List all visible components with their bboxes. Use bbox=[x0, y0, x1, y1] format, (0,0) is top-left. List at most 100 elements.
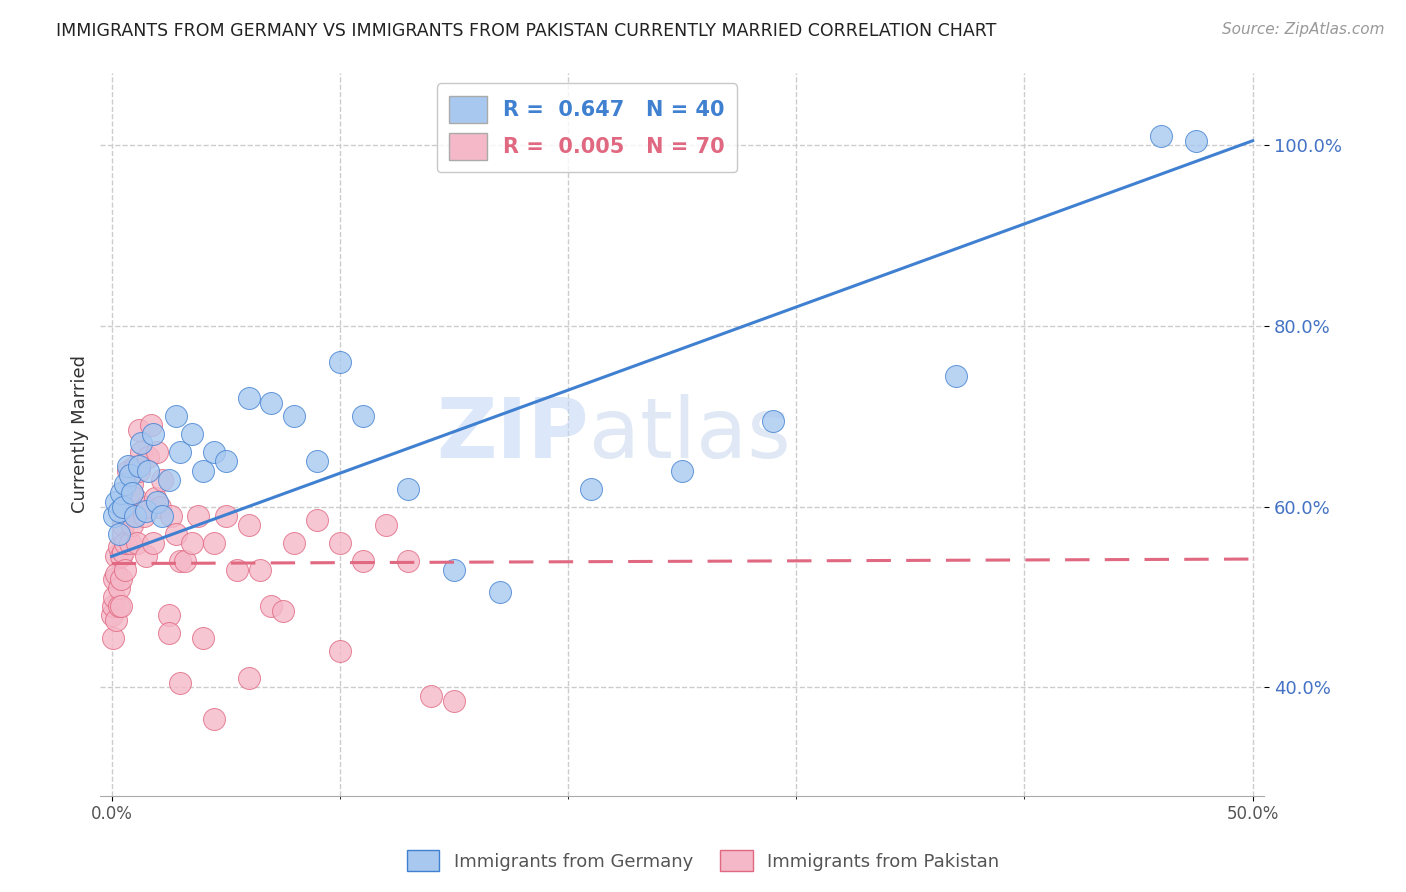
Text: IMMIGRANTS FROM GERMANY VS IMMIGRANTS FROM PAKISTAN CURRENTLY MARRIED CORRELATIO: IMMIGRANTS FROM GERMANY VS IMMIGRANTS FR… bbox=[56, 22, 997, 40]
Point bbox=[191, 463, 214, 477]
Point bbox=[125, 536, 148, 550]
Point bbox=[105, 549, 128, 564]
Point bbox=[1150, 129, 1173, 144]
Point bbox=[443, 563, 465, 577]
Point bbox=[238, 517, 260, 532]
Point bbox=[136, 463, 159, 477]
Point bbox=[226, 563, 249, 577]
Text: atlas: atlas bbox=[589, 394, 790, 475]
Point bbox=[352, 409, 374, 424]
Point bbox=[101, 608, 124, 623]
Point bbox=[169, 445, 191, 459]
Point bbox=[105, 495, 128, 509]
Point bbox=[260, 396, 283, 410]
Point bbox=[160, 508, 183, 523]
Point bbox=[307, 513, 329, 527]
Legend: Immigrants from Germany, Immigrants from Pakistan: Immigrants from Germany, Immigrants from… bbox=[399, 843, 1007, 879]
Text: Source: ZipAtlas.com: Source: ZipAtlas.com bbox=[1222, 22, 1385, 37]
Point bbox=[396, 554, 419, 568]
Point bbox=[146, 445, 169, 459]
Point bbox=[150, 508, 173, 523]
Point bbox=[420, 690, 443, 704]
Point bbox=[1184, 134, 1206, 148]
Point bbox=[139, 418, 162, 433]
Point bbox=[671, 463, 693, 477]
Point bbox=[149, 500, 172, 514]
Point bbox=[101, 631, 124, 645]
Point bbox=[762, 414, 785, 428]
Point bbox=[112, 545, 135, 559]
Point bbox=[579, 482, 602, 496]
Point bbox=[352, 554, 374, 568]
Point bbox=[118, 491, 141, 505]
Point bbox=[117, 463, 139, 477]
Point bbox=[132, 508, 155, 523]
Point bbox=[107, 599, 129, 613]
Point bbox=[157, 473, 180, 487]
Point bbox=[142, 427, 165, 442]
Point bbox=[204, 536, 226, 550]
Point bbox=[204, 712, 226, 726]
Point bbox=[103, 599, 125, 613]
Point bbox=[329, 644, 352, 658]
Point bbox=[157, 626, 180, 640]
Point bbox=[121, 477, 143, 491]
Point bbox=[165, 409, 187, 424]
Point bbox=[110, 599, 132, 613]
Point bbox=[124, 491, 146, 505]
Point bbox=[110, 549, 132, 564]
Point bbox=[283, 536, 305, 550]
Point bbox=[157, 608, 180, 623]
Point bbox=[114, 477, 136, 491]
Point bbox=[135, 504, 157, 518]
Point bbox=[187, 508, 209, 523]
Point bbox=[131, 445, 153, 459]
Point bbox=[238, 671, 260, 685]
Point bbox=[396, 482, 419, 496]
Point bbox=[112, 500, 135, 514]
Point bbox=[329, 536, 352, 550]
Point bbox=[443, 694, 465, 708]
Point bbox=[124, 458, 146, 473]
Point bbox=[103, 590, 125, 604]
Point bbox=[114, 500, 136, 514]
Point bbox=[329, 355, 352, 369]
Point bbox=[215, 508, 238, 523]
Y-axis label: Currently Married: Currently Married bbox=[72, 355, 89, 514]
Legend: R =  0.647   N = 40, R =  0.005   N = 70: R = 0.647 N = 40, R = 0.005 N = 70 bbox=[437, 83, 737, 172]
Point bbox=[105, 613, 128, 627]
Point bbox=[114, 563, 136, 577]
Point bbox=[143, 491, 166, 505]
Text: ZIP: ZIP bbox=[437, 394, 589, 475]
Point bbox=[117, 458, 139, 473]
Point bbox=[110, 486, 132, 500]
Point bbox=[283, 409, 305, 424]
Point bbox=[173, 554, 195, 568]
Point bbox=[165, 526, 187, 541]
Point bbox=[249, 563, 271, 577]
Point bbox=[169, 554, 191, 568]
Point bbox=[142, 536, 165, 550]
Point bbox=[103, 572, 125, 586]
Point bbox=[121, 517, 143, 532]
Point bbox=[488, 585, 510, 599]
Point bbox=[112, 517, 135, 532]
Point bbox=[135, 549, 157, 564]
Point bbox=[117, 508, 139, 523]
Point bbox=[238, 391, 260, 405]
Point bbox=[307, 454, 329, 468]
Point bbox=[112, 526, 135, 541]
Point bbox=[135, 500, 157, 514]
Point bbox=[110, 572, 132, 586]
Point bbox=[128, 458, 150, 473]
Point bbox=[131, 436, 153, 450]
Point bbox=[150, 473, 173, 487]
Point bbox=[121, 486, 143, 500]
Point bbox=[114, 536, 136, 550]
Point bbox=[374, 517, 396, 532]
Point bbox=[180, 536, 202, 550]
Point bbox=[107, 526, 129, 541]
Point bbox=[128, 463, 150, 477]
Point bbox=[128, 423, 150, 437]
Point bbox=[105, 567, 128, 582]
